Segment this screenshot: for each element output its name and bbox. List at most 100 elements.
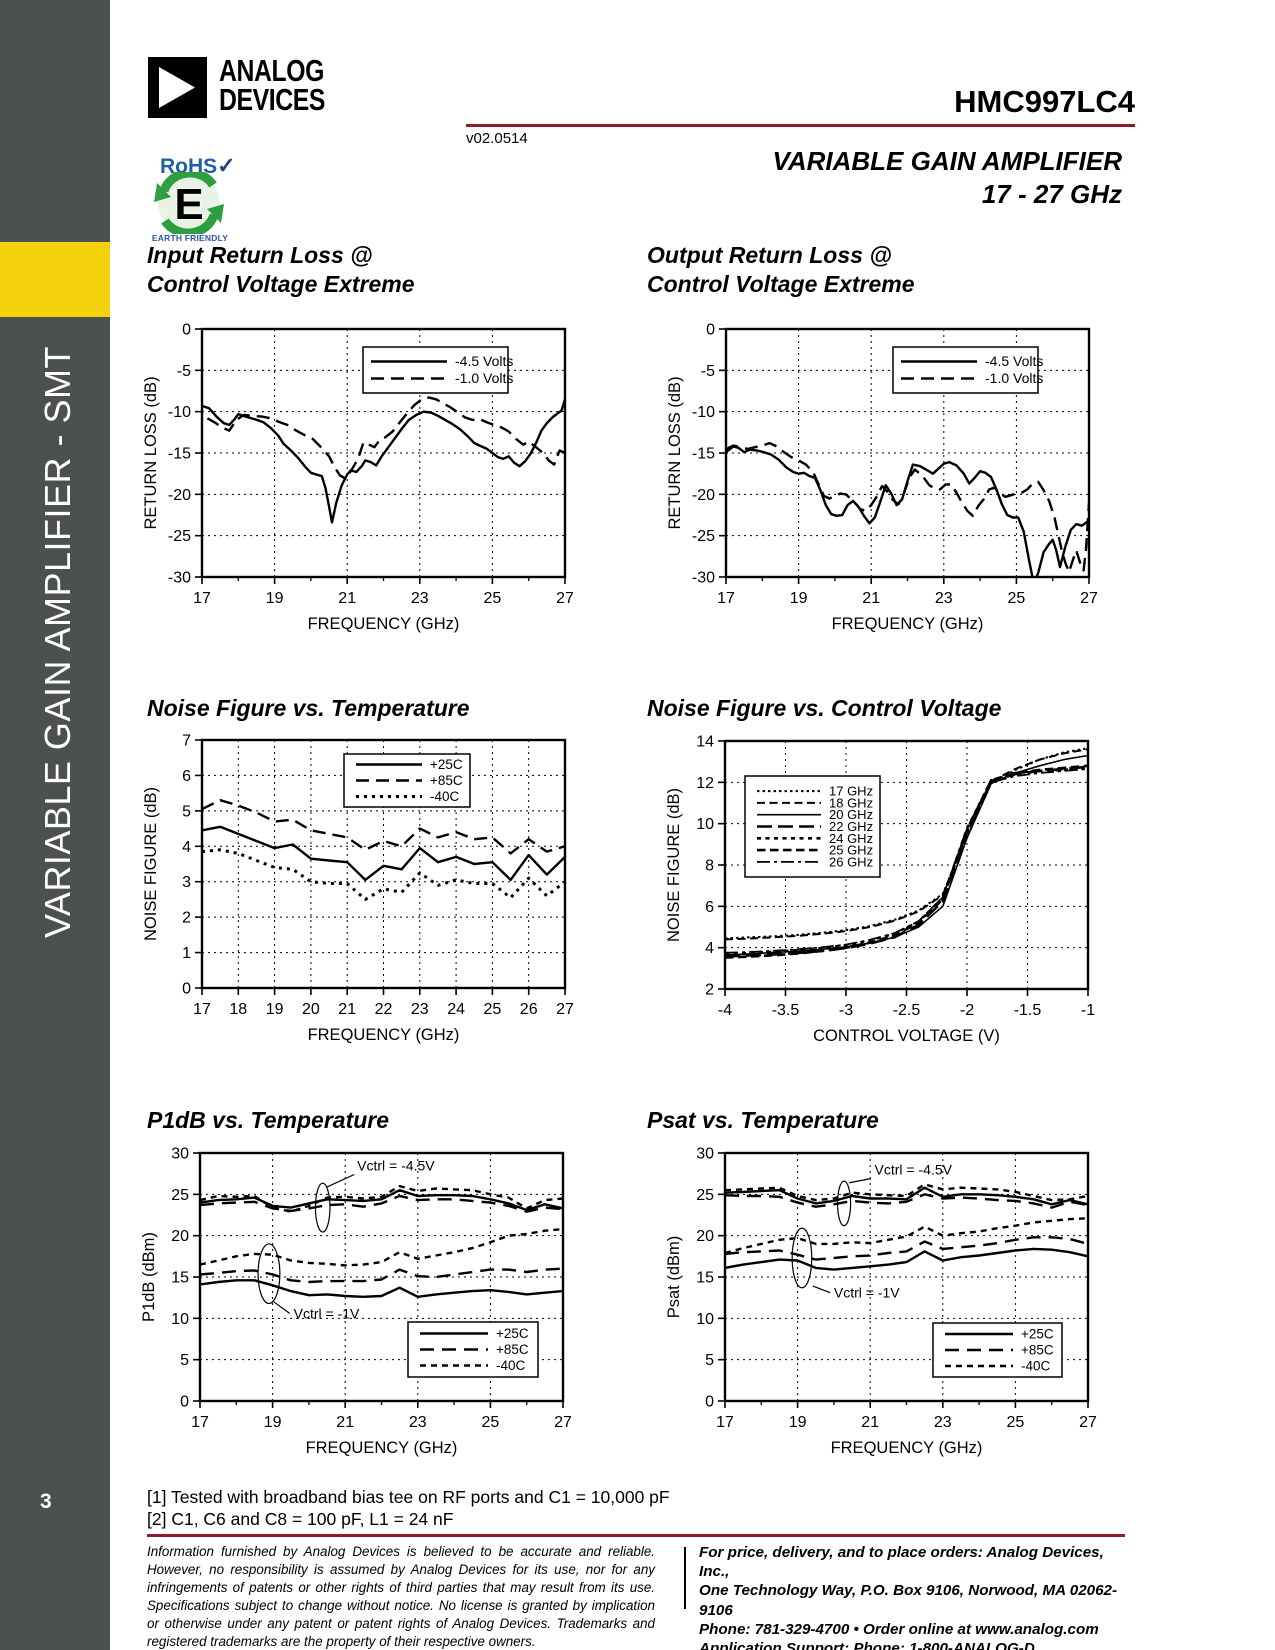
rohs-check-icon: ✓	[217, 153, 236, 178]
svg-text:27: 27	[556, 590, 574, 607]
svg-text:+25C: +25C	[1021, 1327, 1054, 1342]
sidebar-accent-bar	[0, 242, 110, 317]
svg-text:Vctrl = -4.5V: Vctrl = -4.5V	[875, 1161, 953, 1177]
svg-text:22: 22	[375, 1001, 393, 1018]
svg-text:-1: -1	[1081, 1002, 1095, 1019]
svg-text:25 GHz: 25 GHz	[829, 843, 873, 858]
svg-text:0: 0	[182, 981, 191, 998]
svg-text:+25C: +25C	[430, 757, 463, 772]
svg-text:21: 21	[338, 590, 356, 607]
note-1: [1] Tested with broadband bias tee on RF…	[147, 1487, 670, 1507]
svg-text:19: 19	[790, 590, 808, 607]
chart-title-input-return-loss: Input Return Loss @ Control Voltage Extr…	[147, 242, 415, 297]
svg-text:RETURN LOSS (dB): RETURN LOSS (dB)	[142, 376, 160, 529]
svg-text:6: 6	[182, 768, 191, 785]
chart-canvas: 17 19 21 23 25 27 0 5 10 15 20 25 30 FREQUENCY (GHz) P…	[665, 1146, 1097, 1458]
chart-canvas: 17 18 19 20 21 22 23 24 25 26 2701234567FREQUENCY …	[142, 733, 574, 1045]
footer-contact-line: One Technology Way, P.O. Box 9106, Norwo…	[699, 1582, 1118, 1619]
svg-text:-3: -3	[839, 1002, 853, 1019]
svg-text:NOISE FIGURE (dB): NOISE FIGURE (dB)	[665, 788, 683, 942]
svg-text:3: 3	[182, 874, 191, 891]
svg-text:4: 4	[182, 839, 191, 856]
chart-canvas: 17 19 21 23 25 27 0 5 10 15 20 25 30 FREQUENCY (GHz) P…	[140, 1146, 572, 1458]
svg-text:19: 19	[264, 1414, 282, 1431]
svg-text:8: 8	[705, 858, 714, 875]
brand-line-1: ANALOG	[219, 53, 325, 88]
part-number: HMC997LC4	[954, 84, 1135, 119]
svg-text:12: 12	[696, 775, 714, 792]
chart-title-nf-vs-temperature: Noise Figure vs. Temperature	[147, 695, 470, 721]
chart-p1db-vs-temperature: 17 19 21 23 25 27 0 5 10 15 20 25 30 FREQUENCY (GHz) P…	[140, 1145, 585, 1468]
footer-contact-line: For price, delivery, and to place orders…	[699, 1544, 1104, 1581]
chart-canvas: 17 19 21 23 25 27 0 -5 -10 -15 -20 -25 -30 FREQUENCY …	[666, 322, 1098, 634]
chart-output-return-loss: 17 19 21 23 25 27 0 -5 -10 -15 -20 -25 -30 FREQUENCY …	[666, 321, 1111, 644]
svg-text:23: 23	[935, 590, 953, 607]
svg-text:0: 0	[180, 1394, 189, 1411]
svg-text:15: 15	[171, 1270, 189, 1287]
svg-text:19: 19	[789, 1414, 807, 1431]
svg-text:-2.5: -2.5	[893, 1002, 921, 1019]
footer-contact-line: Phone: 781-329-4700 • Order online at ww…	[699, 1620, 1099, 1638]
svg-text:24: 24	[447, 1001, 465, 1018]
svg-text:CONTROL VOLTAGE (V): CONTROL VOLTAGE (V)	[813, 1027, 1000, 1045]
footer-contact: For price, delivery, and to place orders…	[699, 1543, 1135, 1650]
svg-text:-1.0 Volts: -1.0 Volts	[455, 370, 513, 386]
svg-text:FREQUENCY (GHz): FREQUENCY (GHz)	[831, 1439, 983, 1457]
note-2: [2] C1, C6 and C8 = 100 pF, L1 = 24 nF	[147, 1509, 454, 1529]
svg-text:18: 18	[229, 1001, 247, 1018]
svg-text:2: 2	[182, 910, 191, 927]
svg-text:5: 5	[705, 1352, 714, 1369]
footer-divider	[684, 1547, 686, 1609]
chart-title-output-return-loss: Output Return Loss @ Control Voltage Ext…	[647, 242, 915, 297]
svg-text:-40C: -40C	[1021, 1359, 1051, 1374]
svg-text:23: 23	[411, 1001, 429, 1018]
svg-text:P1dB (dBm): P1dB (dBm)	[140, 1232, 158, 1322]
svg-text:-4: -4	[718, 1002, 732, 1019]
chart-title-psat-vs-temperature: Psat vs. Temperature	[647, 1107, 879, 1133]
svg-text:30: 30	[696, 1146, 714, 1163]
svg-text:25: 25	[484, 1001, 502, 1018]
svg-text:30: 30	[171, 1146, 189, 1163]
chart-canvas: -4 -3.5 -3 -2.5 -2 -1.5 -1 2 4 6 8 10 12 14 CONTROL VO…	[665, 734, 1095, 1046]
doc-subtitle-line1: VARIABLE GAIN AMPLIFIER	[772, 146, 1122, 176]
svg-text:27: 27	[1079, 1414, 1097, 1431]
svg-text:-15: -15	[692, 446, 715, 463]
svg-text:-4.5 Volts: -4.5 Volts	[985, 353, 1043, 369]
svg-text:Vctrl = -4.5V: Vctrl = -4.5V	[357, 1157, 435, 1173]
footer-rule	[147, 1534, 1125, 1537]
svg-text:23: 23	[409, 1414, 427, 1431]
svg-text:25: 25	[1008, 590, 1026, 607]
svg-text:7: 7	[182, 733, 191, 750]
svg-text:20: 20	[171, 1228, 189, 1245]
brand-wordmark: ANALOG DEVICES	[219, 53, 325, 115]
svg-text:-10: -10	[692, 404, 715, 421]
svg-text:+25C: +25C	[496, 1326, 529, 1341]
svg-text:-2: -2	[960, 1002, 974, 1019]
svg-text:-3.5: -3.5	[772, 1002, 800, 1019]
svg-text:-10: -10	[168, 404, 191, 421]
svg-text:23: 23	[411, 590, 429, 607]
svg-text:18 GHz: 18 GHz	[829, 795, 873, 810]
svg-text:2: 2	[705, 982, 714, 999]
svg-text:0: 0	[182, 322, 191, 339]
earth-friendly-logo-icon: E	[154, 172, 224, 234]
svg-text:17: 17	[717, 590, 735, 607]
svg-text:10: 10	[171, 1311, 189, 1328]
svg-text:+85C: +85C	[1021, 1343, 1054, 1358]
svg-text:17: 17	[716, 1414, 734, 1431]
svg-text:27: 27	[1080, 590, 1098, 607]
svg-text:FREQUENCY (GHz): FREQUENCY (GHz)	[308, 1026, 460, 1044]
svg-text:+85C: +85C	[496, 1342, 529, 1357]
chart-psat-vs-temperature: 17 19 21 23 25 27 0 5 10 15 20 25 30 FREQUENCY (GHz) P…	[665, 1145, 1110, 1468]
svg-text:-15: -15	[168, 446, 191, 463]
svg-text:17 GHz: 17 GHz	[829, 784, 873, 799]
svg-text:FREQUENCY (GHz): FREQUENCY (GHz)	[308, 615, 460, 633]
page-number: 3	[40, 1490, 52, 1513]
svg-text:-1.5: -1.5	[1014, 1002, 1042, 1019]
chart-canvas: 17 19 21 23 25 27 0 -5 -10 -15 -20 -25 -30 FREQUENCY …	[142, 322, 574, 634]
svg-text:Vctrl = -1V: Vctrl = -1V	[294, 1305, 360, 1321]
chart-title-nf-vs-control-voltage: Noise Figure vs. Control Voltage	[647, 695, 1002, 721]
svg-text:25: 25	[482, 1414, 500, 1431]
svg-text:0: 0	[706, 322, 715, 339]
